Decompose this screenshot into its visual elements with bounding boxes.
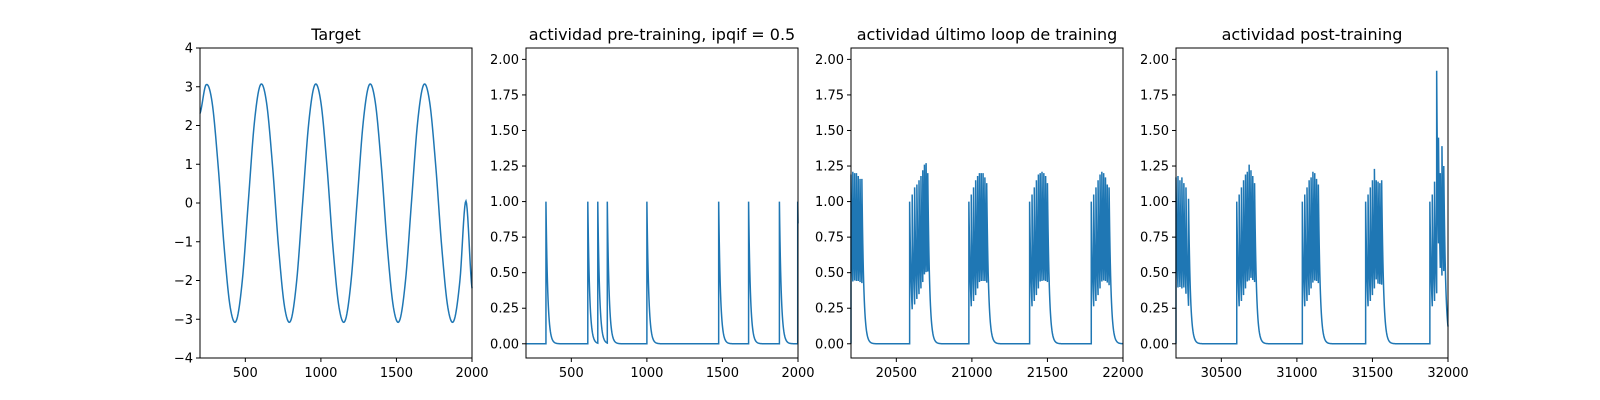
- x-tick-label: 31500: [1352, 366, 1393, 381]
- x-tick-label: 30500: [1201, 366, 1242, 381]
- x-tick-label: 31000: [1276, 366, 1317, 381]
- y-tick-label: 1.75: [1140, 88, 1169, 103]
- x-tick-label: 1500: [380, 366, 413, 381]
- x-tick-label: 1500: [706, 366, 739, 381]
- y-tick-label: 0.75: [1140, 231, 1169, 246]
- y-tick-label: 0.00: [490, 337, 519, 352]
- y-tick-label: 0.25: [815, 302, 844, 317]
- x-tick-label: 21000: [951, 366, 992, 381]
- y-tick-label: −1: [174, 235, 193, 250]
- x-tick-label: 22000: [1102, 366, 1143, 381]
- axes-frame: [850, 47, 1124, 359]
- y-tick-label: 0.00: [1140, 337, 1169, 352]
- y-tick-label: 2: [185, 119, 193, 134]
- x-axis: 500 1000 1500 2000: [559, 358, 815, 381]
- axes-frame: [199, 47, 473, 359]
- chart-title: actividad post-training: [1222, 25, 1403, 44]
- y-tick-label: 1.00: [490, 195, 519, 210]
- y-tick-label: 0.25: [490, 302, 519, 317]
- y-tick-label: 1.50: [815, 124, 844, 139]
- y-tick-label: 1.75: [815, 88, 844, 103]
- x-tick-label: 2000: [455, 366, 488, 381]
- y-axis: 0.00 0.25 0.50 0.75 1.00 1.25 1.50 1.75 2.00: [815, 53, 851, 352]
- y-tick-label: 4: [185, 42, 193, 57]
- axes-frame: [1175, 47, 1449, 359]
- chart-title: Target: [310, 25, 361, 44]
- x-tick-label: 500: [233, 366, 258, 381]
- series-line: [199, 83, 473, 324]
- x-tick-label: 1000: [304, 366, 337, 381]
- subplot-1: Target 500 1000 1500 2000 −4 −3 −2 −1 0 1 2 3 4: [174, 25, 489, 381]
- y-tick-label: 1.75: [490, 88, 519, 103]
- x-tick-label: 20500: [876, 366, 917, 381]
- subplot-3: actividad último loop de training 20500 2…: [815, 25, 1144, 381]
- y-tick-label: −2: [174, 274, 193, 289]
- x-axis: 30500 31000 31500 32000: [1201, 358, 1469, 381]
- x-tick-label: 500: [559, 366, 584, 381]
- y-tick-label: 1.50: [490, 124, 519, 139]
- y-axis: 0.00 0.25 0.50 0.75 1.00 1.25 1.50 1.75 2.00: [1140, 53, 1176, 352]
- y-tick-label: 2.00: [1140, 53, 1169, 68]
- y-tick-label: 1.25: [1140, 160, 1169, 175]
- subplot-2: actividad pre-training, ipqif = 0.5 500 1…: [490, 25, 815, 381]
- chart-title: actividad último loop de training: [857, 25, 1118, 44]
- y-axis: −4 −3 −2 −1 0 1 2 3 4: [174, 42, 200, 367]
- y-tick-label: 1.50: [1140, 124, 1169, 139]
- y-tick-label: 0.50: [1140, 266, 1169, 281]
- x-tick-label: 1000: [630, 366, 663, 381]
- x-tick-label: 2000: [781, 366, 814, 381]
- series-line: [1175, 70, 1449, 345]
- y-tick-label: 1: [185, 158, 193, 173]
- y-tick-label: 0.00: [815, 337, 844, 352]
- chart-title: actividad pre-training, ipqif = 0.5: [529, 25, 795, 44]
- series-line: [850, 163, 1124, 345]
- y-tick-label: 1.00: [1140, 195, 1169, 210]
- y-tick-label: 1.25: [490, 160, 519, 175]
- y-tick-label: −4: [174, 352, 193, 367]
- y-tick-label: 0.50: [490, 266, 519, 281]
- subplot-4: actividad post-training 30500 31000 31500 3…: [1140, 25, 1469, 381]
- y-tick-label: 0.75: [490, 231, 519, 246]
- y-tick-label: 0.50: [815, 266, 844, 281]
- series-line: [526, 201, 799, 345]
- y-tick-label: −3: [174, 313, 193, 328]
- y-tick-label: 3: [185, 80, 193, 95]
- axes-frame: [525, 47, 799, 359]
- y-tick-label: 0.25: [1140, 302, 1169, 317]
- y-axis: 0.00 0.25 0.50 0.75 1.00 1.25 1.50 1.75 2.00: [490, 53, 526, 352]
- x-axis: 500 1000 1500 2000: [233, 358, 489, 381]
- y-tick-label: 1.25: [815, 160, 844, 175]
- y-tick-label: 1.00: [815, 195, 844, 210]
- x-axis: 20500 21000 21500 22000: [876, 358, 1144, 381]
- y-tick-label: 2.00: [490, 53, 519, 68]
- y-tick-label: 0: [185, 197, 193, 212]
- x-tick-label: 32000: [1427, 366, 1468, 381]
- y-tick-label: 2.00: [815, 53, 844, 68]
- x-tick-label: 21500: [1027, 366, 1068, 381]
- y-tick-label: 0.75: [815, 231, 844, 246]
